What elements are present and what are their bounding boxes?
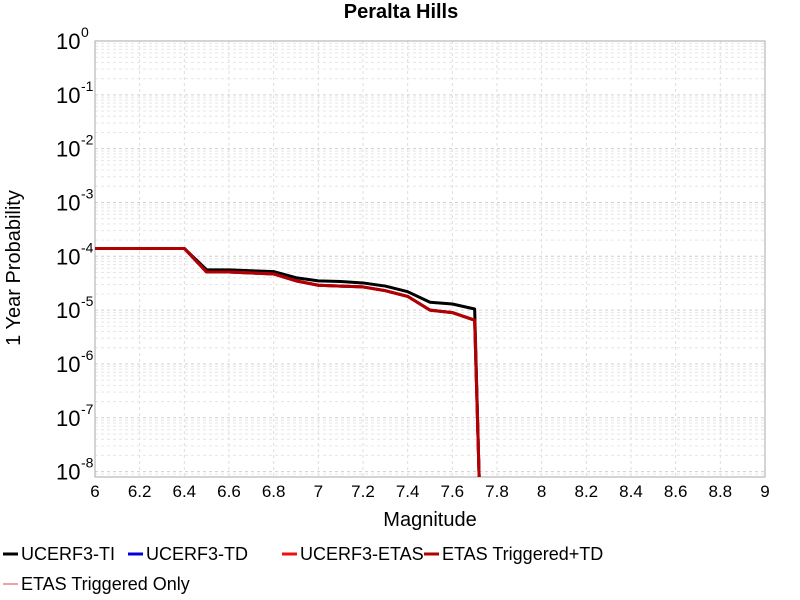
legend-item: UCERF3-TI [3, 544, 115, 564]
x-tick-label: 8.4 [619, 482, 643, 501]
x-tick-label: 9 [760, 482, 769, 501]
x-tick-label: 8.6 [664, 482, 688, 501]
legend-item: ETAS Triggered+TD [424, 544, 603, 564]
y-tick-exponent: -7 [81, 401, 94, 417]
y-tick-label: 10 -8 [56, 455, 94, 485]
legend-item: UCERF3-ETAS [282, 544, 424, 564]
y-tick-label: 10 -4 [56, 239, 94, 269]
series-line-3 [95, 246, 481, 477]
y-tick-label: 10 -1 [56, 78, 94, 108]
legend: UCERF3-TI UCERF3-TD UCERF3-ETAS ETAS Trigge… [3, 544, 603, 594]
y-tick-base: 10 [56, 406, 80, 431]
plot-frame [94, 40, 766, 478]
series-line-1 [95, 246, 481, 477]
y-tick-base: 10 [56, 190, 80, 215]
y-tick-base: 10 [56, 244, 80, 269]
y-tick-exponent: -8 [81, 455, 94, 471]
y-tick-label: 10 -3 [56, 185, 94, 215]
x-tick-label: 6.4 [173, 482, 197, 501]
y-tick-label: 10 -7 [56, 401, 94, 431]
y-axis-label: 1 Year Probability [3, 190, 25, 346]
y-tick-base: 10 [56, 298, 80, 323]
legend-item: UCERF3-TD [128, 544, 248, 564]
x-tick-label: 6.8 [262, 482, 286, 501]
series-line-4 [95, 246, 481, 477]
x-tick-label: 7.4 [396, 482, 420, 501]
legend-label: UCERF3-TI [21, 544, 115, 564]
y-tick-base: 10 [56, 83, 80, 108]
series-line-2 [95, 246, 481, 477]
legend-label: UCERF3-TD [146, 544, 248, 564]
y-tick-exponent: -2 [81, 132, 94, 148]
x-tick-label: 8.2 [575, 482, 599, 501]
y-tick-exponent: -5 [81, 293, 94, 309]
legend-label: ETAS Triggered+TD [442, 544, 603, 564]
x-tick-label: 8 [537, 482, 546, 501]
y-tick-label: 10 0 [56, 24, 89, 54]
y-tick-exponent: -6 [81, 347, 94, 363]
y-tick-exponent: 0 [81, 24, 89, 40]
y-tick-base: 10 [56, 137, 80, 162]
x-tick-label: 7.2 [351, 482, 375, 501]
y-tick-exponent: -3 [81, 185, 94, 201]
y-tick-exponent: -1 [81, 78, 94, 94]
legend-label: UCERF3-ETAS [300, 544, 424, 564]
legend-item: ETAS Triggered Only [3, 574, 190, 594]
series-lines [95, 246, 481, 477]
x-axis-ticks: 6 6.2 6.4 6.6 6.8 7 7.2 7.4 7.6 7.8 8 8.2 8.4 8.6 8.8 9 [90, 482, 769, 501]
y-tick-base: 10 [56, 460, 80, 485]
x-axis-label: Magnitude [383, 509, 476, 531]
y-tick-label: 10 -2 [56, 132, 94, 162]
y-tick-exponent: -4 [81, 239, 94, 255]
x-tick-label: 7 [314, 482, 323, 501]
y-tick-base: 10 [56, 352, 80, 377]
chart-title: Peralta Hills [344, 1, 459, 23]
y-tick-base: 10 [56, 29, 80, 54]
y-tick-label: 10 -5 [56, 293, 94, 323]
x-tick-label: 6.6 [217, 482, 241, 501]
grid [94, 40, 766, 478]
x-tick-label: 6 [90, 482, 99, 501]
x-tick-label: 7.8 [485, 482, 509, 501]
legend-label: ETAS Triggered Only [21, 574, 190, 594]
x-tick-label: 6.2 [128, 482, 152, 501]
x-tick-label: 7.6 [441, 482, 465, 501]
x-tick-label: 8.8 [709, 482, 733, 501]
y-tick-label: 10 -6 [56, 347, 94, 377]
